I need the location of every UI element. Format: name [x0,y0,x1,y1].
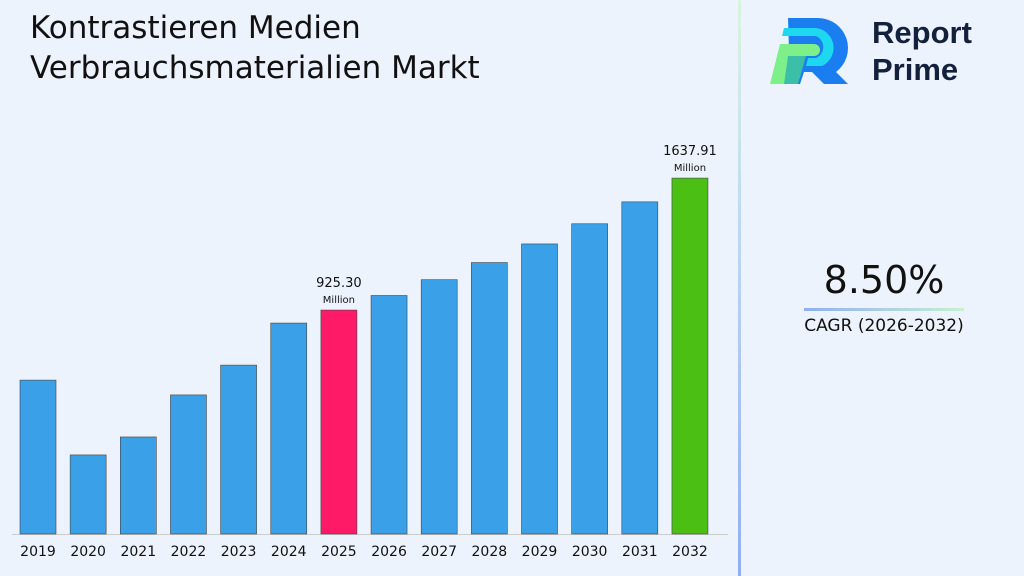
cagr-value: 8.50% [823,258,945,302]
bar-2024 [270,322,308,535]
bar-2030 [571,223,608,535]
bar-2029 [521,243,558,535]
x-tick-2024: 2024 [271,544,307,560]
brand-name: Report Prime [872,14,972,88]
divider [738,0,741,576]
x-tick-2028: 2028 [472,544,508,560]
bar-2028 [471,262,508,535]
bar-2022 [170,394,207,535]
bar-chart: 2019 2020 2021 2022 2023 2024 2025 925.30 Millio… [12,144,728,560]
bar-2025 [320,309,358,535]
chart-title: Kontrastieren Medien Verbrauchsmateriali… [30,8,480,88]
bar-2031 [621,201,659,535]
x-tick-2030: 2030 [572,544,608,560]
x-tick-2023: 2023 [221,544,257,560]
cagr-underline [804,308,964,311]
bar-2023 [220,364,257,535]
x-tick-2027: 2027 [421,544,457,560]
data-label-2032: 1637.91 [663,144,717,159]
bar-2026 [370,295,408,535]
brand-line-2: Prime [872,52,959,87]
x-tick-2019: 2019 [20,544,56,560]
bar-2032 [671,177,709,535]
data-label-2025: 925.30 [316,276,362,291]
x-tick-2026: 2026 [371,544,407,560]
x-tick-2032: 2032 [672,544,708,560]
title-line-2: Verbrauchsmaterialien Markt [30,50,480,86]
title-line-1: Kontrastieren Medien [30,10,361,46]
x-tick-2029: 2029 [522,544,558,560]
x-tick-2020: 2020 [70,544,106,560]
x-tick-2021: 2021 [120,544,156,560]
bar-2019 [19,379,57,535]
x-tick-2025: 2025 [321,544,357,560]
x-tick-2031: 2031 [622,544,658,560]
data-label-unit-2032: Million [674,163,706,174]
brand-line-1: Report [872,15,972,50]
bar-2021 [120,436,157,535]
cagr-label: CAGR (2026-2032) [804,316,964,336]
data-label-unit-2025: Million [323,295,355,306]
bar-2020 [69,454,107,535]
bar-2027 [420,279,458,535]
x-tick-2022: 2022 [171,544,207,560]
report-prime-logo-icon [770,18,848,84]
